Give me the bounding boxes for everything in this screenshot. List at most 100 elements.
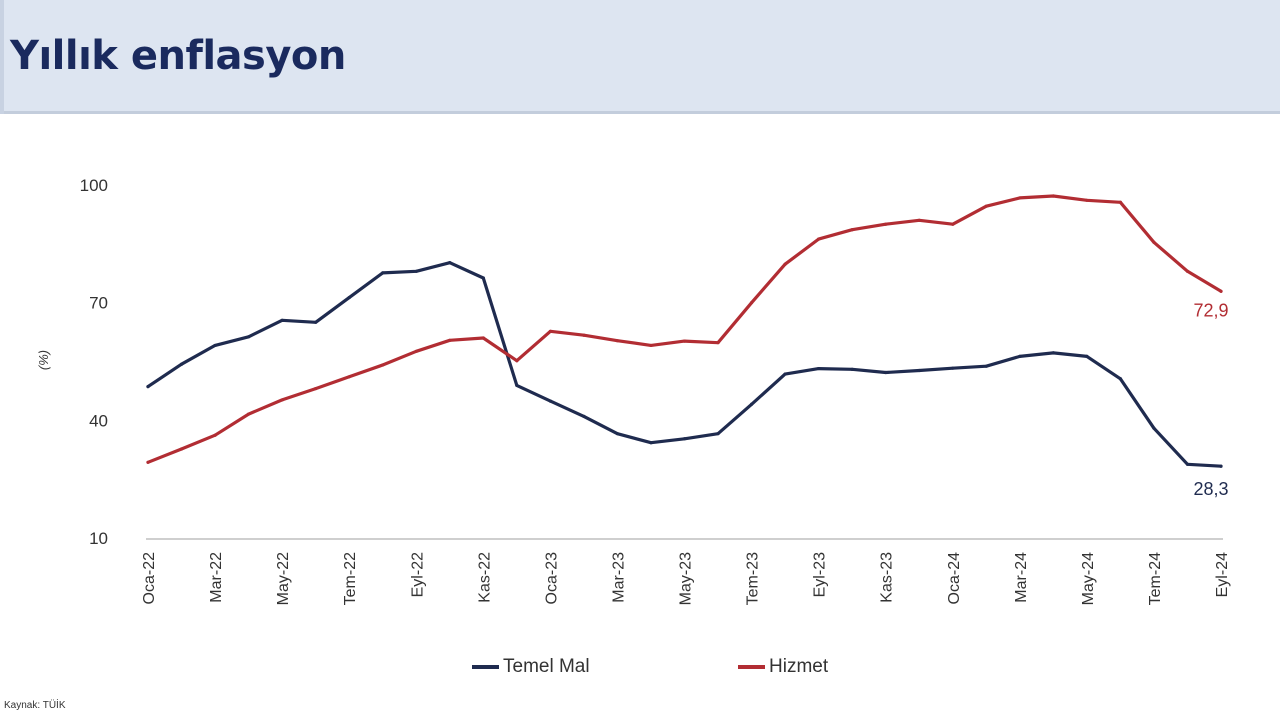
x-tick-label: Oca-23 (543, 552, 560, 605)
data-point (179, 362, 184, 366)
data-point (448, 261, 452, 265)
data-point (1085, 354, 1089, 359)
data-point (817, 366, 821, 371)
data-point (548, 399, 552, 403)
data-point (381, 363, 385, 367)
data-point (481, 276, 485, 280)
data-point (716, 341, 720, 345)
data-point (146, 460, 150, 464)
data-point (213, 433, 217, 437)
legend-item-hizmet: Hizmet (738, 655, 828, 679)
data-point (951, 222, 955, 226)
data-point (1118, 200, 1123, 204)
data-point (1219, 464, 1223, 468)
data-point (884, 222, 888, 226)
x-tick-label: Tem-22 (342, 552, 359, 605)
data-point (850, 228, 854, 232)
x-tick-label: Eyl-24 (1214, 552, 1231, 597)
data-point (783, 262, 787, 266)
data-point (1018, 196, 1022, 200)
data-point (548, 329, 552, 333)
x-tick-label: Kas-23 (879, 552, 896, 603)
x-tick-label: Tem-24 (1147, 552, 1164, 605)
data-point (515, 359, 519, 363)
data-point (649, 343, 653, 348)
series-lines (146, 194, 1223, 468)
end-label-temel-mal: 28,3 (1193, 479, 1228, 499)
legend-swatch-hizmet (738, 665, 765, 669)
data-point (280, 398, 284, 402)
data-point (917, 368, 921, 373)
x-tick-label: May-23 (678, 552, 695, 605)
data-point (1152, 426, 1156, 430)
data-point (615, 339, 620, 343)
data-point (783, 372, 787, 376)
data-point (246, 335, 251, 339)
x-tick-label: Oca-24 (946, 552, 963, 605)
y-axis-title: (%) (36, 350, 51, 370)
data-point (615, 432, 620, 436)
data-point (314, 386, 318, 391)
data-point (1185, 462, 1190, 466)
legend-label-temel-mal: Temel Mal (503, 656, 590, 677)
data-point (280, 318, 284, 322)
data-point (749, 301, 754, 305)
data-point (1152, 240, 1156, 244)
x-tick-label: Mar-24 (1013, 552, 1030, 603)
data-point (582, 333, 586, 337)
x-tick-label: Oca-22 (141, 552, 158, 605)
data-point (984, 364, 988, 368)
x-tick-label: Tem-23 (745, 552, 762, 605)
data-point (246, 412, 251, 416)
data-point (649, 441, 653, 445)
legend-swatch-temel-mal (472, 665, 499, 669)
y-tick-label: 40 (89, 411, 108, 430)
data-point (582, 414, 586, 419)
data-point (347, 295, 351, 300)
series-line-hizmet (146, 194, 1223, 464)
data-point (414, 269, 418, 273)
end-label-hizmet: 72,9 (1193, 300, 1228, 320)
title-bar-accent (0, 0, 4, 114)
data-point (314, 320, 318, 324)
data-point (984, 204, 988, 208)
end-labels: 28,3 72,9 (1193, 300, 1228, 499)
data-point (917, 218, 921, 222)
data-point (414, 349, 418, 353)
data-point (716, 432, 720, 436)
x-axis: Oca-22 Mar-22 May-22 Tem-22 Eyl-22 Kas-22 Oca-… (141, 538, 1231, 605)
data-point (213, 343, 217, 348)
data-point (481, 336, 485, 340)
data-point (381, 271, 385, 275)
source-note: Kaynak: TÜİK (4, 700, 66, 711)
y-tick-label: 10 (89, 529, 108, 548)
data-point (749, 402, 754, 406)
data-point (1185, 269, 1190, 273)
y-tick-label: 100 (80, 176, 108, 195)
data-point (347, 375, 351, 379)
title-bar: Yıllık enflasyon (0, 0, 1280, 114)
legend-label-hizmet: Hizmet (769, 656, 829, 677)
x-tick-label: Eyl-22 (409, 552, 426, 597)
data-point (1085, 198, 1089, 202)
x-tick-label: May-24 (1080, 552, 1097, 605)
data-point (850, 367, 854, 371)
data-point (682, 339, 687, 343)
data-point (1051, 351, 1055, 355)
data-point (179, 447, 184, 451)
data-point (1219, 289, 1223, 293)
x-tick-label: Eyl-23 (812, 552, 829, 597)
data-point (448, 338, 452, 342)
data-point (884, 370, 888, 375)
data-point (951, 366, 955, 370)
series-line-temel-mal (146, 261, 1223, 468)
legend-item-temel-mal: Temel Mal (472, 655, 590, 679)
x-tick-label: Mar-22 (208, 552, 225, 603)
x-tick-label: Mar-23 (610, 552, 627, 603)
data-point (1118, 377, 1123, 381)
data-point (515, 383, 519, 388)
data-point (682, 437, 687, 441)
y-tick-label: 70 (89, 294, 108, 313)
data-point (1051, 194, 1055, 198)
